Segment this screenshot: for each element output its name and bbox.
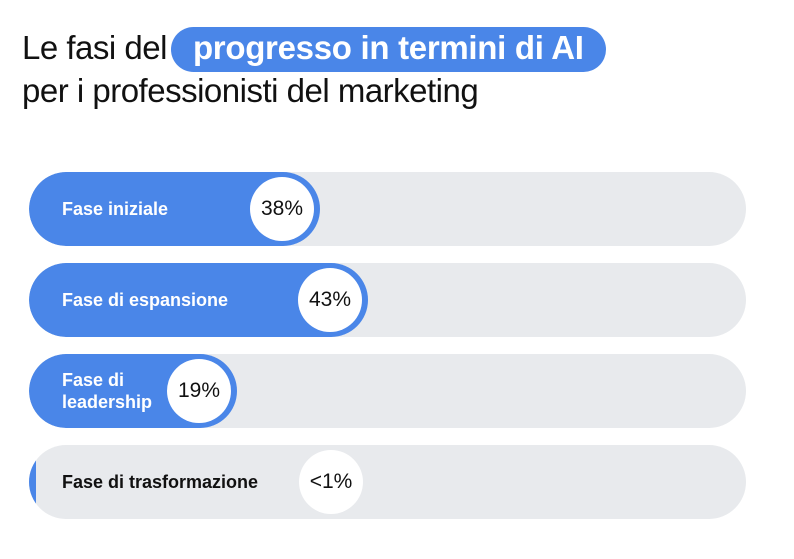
bar-label: Fase di leadership — [62, 370, 153, 412]
title-highlight: progresso in termini di AI — [170, 27, 606, 72]
bar-label: Fase iniziale — [62, 199, 169, 219]
chart-title-line2: per i professionisti del marketing — [22, 72, 479, 109]
bar-track: Fase di espansione 43% — [29, 263, 746, 337]
bar-label: Fase di espansione — [62, 290, 229, 310]
bar-label: Fase di trasformazione — [62, 472, 259, 492]
bar-clip — [29, 445, 746, 519]
bar-fill — [29, 445, 36, 519]
bar-track: Fase di trasformazione <1% — [29, 445, 746, 519]
value-label: <1% — [299, 450, 363, 514]
bar-track: Fase iniziale 38% — [29, 172, 746, 246]
chart-title-line1: Le fasi del progresso in termini di AI — [22, 27, 606, 72]
value-label: 43% — [298, 268, 362, 332]
value-label: 38% — [250, 177, 314, 241]
bar-track: Fase di leadership 19% — [29, 354, 746, 428]
title-prefix: Le fasi del — [22, 29, 167, 66]
value-label: 19% — [167, 359, 231, 423]
